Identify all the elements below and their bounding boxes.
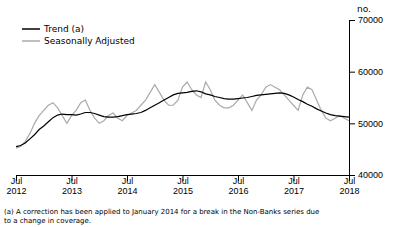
legend-swatch xyxy=(22,40,40,42)
x-tick-label-line: Jul xyxy=(344,176,356,186)
y-tick-mark xyxy=(349,123,355,124)
y-tick-label: 40000 xyxy=(358,170,383,180)
x-tick-label-line: 2018 xyxy=(339,186,359,196)
y-tick-mark xyxy=(349,175,355,176)
x-tick-label: Jul2013 xyxy=(62,176,82,196)
x-tick-label: Jul2014 xyxy=(117,176,137,196)
x-tick-label-line: 2012 xyxy=(6,186,26,196)
series-line xyxy=(16,82,349,148)
x-tick-label: Jul2015 xyxy=(173,176,193,196)
legend-item: Trend (a) xyxy=(22,24,84,34)
y-tick-label: 70000 xyxy=(358,15,383,25)
x-tick-label-line: 2015 xyxy=(173,186,193,196)
x-tick: Jul2016 xyxy=(228,175,248,196)
x-tick-label-line: Jul xyxy=(177,176,189,186)
y-tick-mark xyxy=(349,20,355,21)
x-tick-label-line: Jul xyxy=(66,176,78,186)
series-line xyxy=(16,91,349,147)
footnote-line: to a change in coverage. xyxy=(4,217,91,225)
y-tick: 40000 xyxy=(349,170,383,180)
x-tick-label: Jul2012 xyxy=(6,176,26,196)
lines xyxy=(16,82,349,148)
footnote-line: (a) A correction has been applied to Jan… xyxy=(4,208,319,216)
x-tick-label-line: 2017 xyxy=(284,186,304,196)
x-tick: Jul2012 xyxy=(6,175,26,196)
y-axis-line xyxy=(350,21,356,176)
x-tick-label-line: Jul xyxy=(122,176,134,186)
y-tick: 50000 xyxy=(349,119,383,129)
plot-area: Jul2012Jul2013Jul2014Jul2015Jul2016Jul20… xyxy=(6,15,383,196)
legend-label: Trend (a) xyxy=(43,24,84,34)
legend-swatch xyxy=(22,28,40,30)
chart: Jul2012Jul2013Jul2014Jul2015Jul2016Jul20… xyxy=(0,0,397,227)
legend: Trend (a) Seasonally Adjusted xyxy=(22,24,135,46)
x-tick: Jul2017 xyxy=(284,175,304,196)
x-tick-label: Jul2018 xyxy=(339,176,359,196)
y-axis: 40000 50000 60000 70000 xyxy=(349,15,383,180)
x-tick: Jul2015 xyxy=(173,175,193,196)
y-tick: 60000 xyxy=(349,67,383,77)
y-tick-label: 60000 xyxy=(358,67,383,77)
footnote: (a) A correction has been applied to Jan… xyxy=(4,208,319,225)
x-tick-label: Jul2016 xyxy=(228,176,248,196)
legend-label: Seasonally Adjusted xyxy=(44,36,135,46)
x-tick-label-line: Jul xyxy=(11,176,23,186)
x-tick-label-line: Jul xyxy=(233,176,245,186)
x-tick-label-line: 2016 xyxy=(228,186,248,196)
x-tick-label-line: Jul xyxy=(288,176,300,186)
y-tick: 70000 xyxy=(349,15,383,25)
y-tick-label: 50000 xyxy=(358,119,383,129)
x-tick: Jul2014 xyxy=(117,175,137,196)
x-axis: Jul2012Jul2013Jul2014Jul2015Jul2016Jul20… xyxy=(6,175,359,196)
x-tick: Jul2018 xyxy=(339,175,359,196)
x-tick-label-line: 2013 xyxy=(62,186,82,196)
y-tick-mark xyxy=(349,72,355,73)
x-tick-label-line: 2014 xyxy=(117,186,137,196)
y-axis-label: no. xyxy=(357,4,371,14)
legend-item: Seasonally Adjusted xyxy=(22,36,135,46)
x-tick-label: Jul2017 xyxy=(284,176,304,196)
x-tick: Jul2013 xyxy=(62,175,82,196)
